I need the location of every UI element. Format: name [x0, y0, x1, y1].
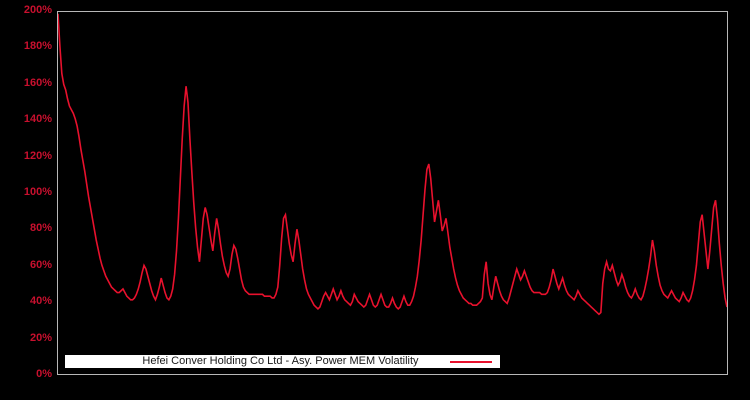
y-axis: 0% 20% 40% 60% 80% 100% 120% 140% 160% 180% 200%	[0, 0, 52, 400]
y-axis-tick-label: 80%	[29, 222, 52, 235]
y-axis-tick-label: 60%	[29, 258, 52, 271]
y-axis-tick-label: 180%	[23, 40, 52, 53]
y-axis-tick-label: 140%	[23, 113, 52, 126]
plot-area	[57, 11, 728, 375]
legend-line-swatch-icon	[450, 356, 492, 367]
y-axis-tick-label: 200%	[23, 4, 52, 16]
legend: Hefei Conver Holding Co Ltd - Asy. Power…	[65, 355, 500, 368]
y-axis-tick-label: 20%	[29, 331, 52, 344]
legend-label: Hefei Conver Holding Co Ltd - Asy. Power…	[142, 355, 419, 367]
y-axis-tick-label: 160%	[23, 76, 52, 89]
y-axis-tick-label: 0%	[36, 368, 52, 380]
y-axis-tick-label: 40%	[29, 295, 52, 308]
y-axis-tick-label: 100%	[23, 186, 52, 198]
series-line-chart	[58, 12, 727, 374]
series-polyline-volatility	[58, 14, 727, 314]
y-axis-tick-label: 120%	[23, 149, 52, 162]
